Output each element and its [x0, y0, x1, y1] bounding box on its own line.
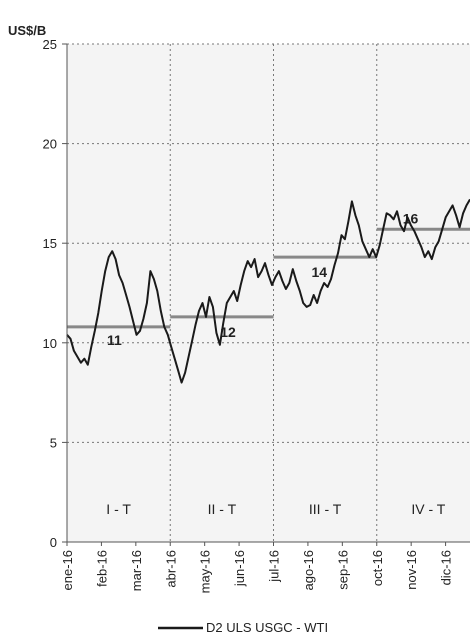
- quarter-label: IV - T: [411, 501, 445, 517]
- x-tick-label: may-16: [198, 550, 213, 593]
- x-tick-label: ago-16: [301, 550, 316, 590]
- legend: D2 ULS USGC - WTI: [158, 620, 328, 635]
- x-tick-label: mar-16: [129, 550, 144, 591]
- quarter-average-label: 14: [312, 264, 328, 280]
- plot-area: [67, 44, 470, 542]
- quarter-average-label: 11: [107, 332, 122, 348]
- y-tick-label: 20: [43, 137, 57, 152]
- legend-label: D2 ULS USGC - WTI: [206, 620, 328, 635]
- quarter-average-label: 12: [220, 324, 236, 340]
- x-tick-label: dic-16: [439, 550, 454, 585]
- series-line-0: [66, 198, 470, 384]
- x-tick-label: oct-16: [370, 550, 385, 586]
- x-tick-label: jun-16: [232, 550, 247, 587]
- y-tick-label: 25: [43, 37, 57, 52]
- y-axis-label: US$/B: [8, 23, 46, 38]
- quarter-label: III - T: [309, 501, 342, 517]
- x-tick-label: feb-16: [94, 550, 109, 587]
- y-tick-label: 15: [43, 236, 57, 251]
- y-tick-label: 10: [43, 336, 57, 351]
- quarter-label: I - T: [106, 501, 131, 517]
- x-tick-label: ene-16: [60, 550, 75, 590]
- x-tick-label: sep-16: [335, 550, 350, 590]
- x-tick-label: jul-16: [267, 550, 282, 583]
- x-tick-label: nov-16: [404, 550, 419, 590]
- y-tick-label: 5: [50, 435, 57, 450]
- y-tick-label: 0: [50, 535, 57, 550]
- quarter-label: II - T: [208, 501, 237, 517]
- x-tick-label: abr-16: [163, 550, 178, 588]
